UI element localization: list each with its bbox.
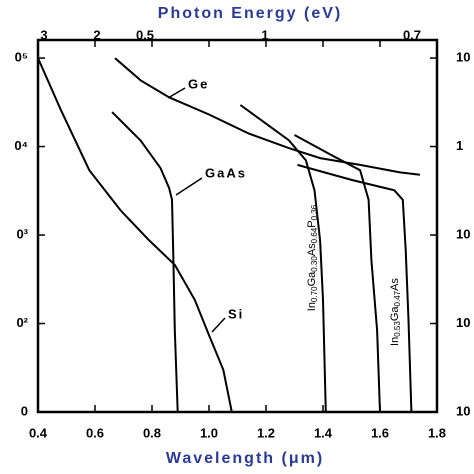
series-label: GaAs: [205, 165, 247, 180]
leader: [211, 317, 226, 333]
leader: [167, 87, 186, 99]
label-part: 0.53: [393, 321, 402, 337]
curve: [114, 57, 421, 176]
label-part: 0.70: [310, 286, 319, 302]
top-tick-label: 3: [40, 27, 47, 42]
x-tick-label: 1.2: [257, 425, 275, 440]
y-tick-label: 0²: [16, 315, 28, 330]
x-tick-label: 0.4: [29, 425, 48, 440]
x-tick-label: 0.6: [86, 425, 104, 440]
top-tick-label: 2: [93, 27, 100, 42]
series-label: In0.53Ga0.47As: [389, 278, 402, 346]
curve: [239, 104, 327, 413]
y-tick-label: 0⁵: [15, 49, 28, 64]
label-part: In: [389, 337, 401, 346]
top-axis-title: Photon Energy (eV): [158, 5, 342, 22]
label-part: As: [306, 243, 318, 256]
label-part: 0.47: [393, 290, 402, 306]
label-part: 0.64: [310, 227, 319, 243]
label-part: As: [389, 278, 401, 291]
label-part: P: [306, 220, 318, 227]
x-tick-label: 1.6: [371, 425, 389, 440]
x-tick-label: 1.4: [314, 425, 333, 440]
curve: [297, 163, 413, 413]
leader: [175, 177, 203, 196]
y2-tick-label: 10: [456, 315, 470, 330]
top-tick-label: 0.7: [403, 27, 421, 42]
x-tick-label: 1.0: [200, 425, 218, 440]
x-tick-label: 0.8: [143, 425, 161, 440]
top-tick-label: 0.5: [136, 27, 154, 42]
x-axis-title: Wavelength (μm): [166, 450, 324, 467]
label-part: Ga: [389, 306, 401, 322]
y2-tick-label: 1: [456, 138, 463, 153]
y2-tick-label: 10: [456, 226, 470, 241]
label-part: Ga: [306, 271, 318, 287]
curve: [37, 57, 233, 413]
label-part: In: [306, 302, 318, 311]
series-label: In0.70Ga0.30As0.64P0.36: [306, 204, 319, 311]
y-tick-label: 0: [21, 403, 28, 418]
series-label: Ge: [188, 76, 209, 91]
x-tick-label: 1.8: [428, 425, 446, 440]
plot-frame: [36, 38, 439, 414]
y-tick-label: 0⁴: [14, 138, 28, 153]
curve: [294, 134, 381, 413]
y-tick-label: 0³: [16, 226, 28, 241]
curve: [111, 111, 179, 413]
label-part: 0.36: [310, 204, 319, 220]
y2-tick-label: 10: [456, 49, 470, 64]
y2-tick-label: 10: [456, 403, 470, 418]
top-tick-label: 1: [261, 27, 268, 42]
series-label: Si: [228, 306, 244, 321]
label-part: 0.30: [310, 256, 319, 272]
